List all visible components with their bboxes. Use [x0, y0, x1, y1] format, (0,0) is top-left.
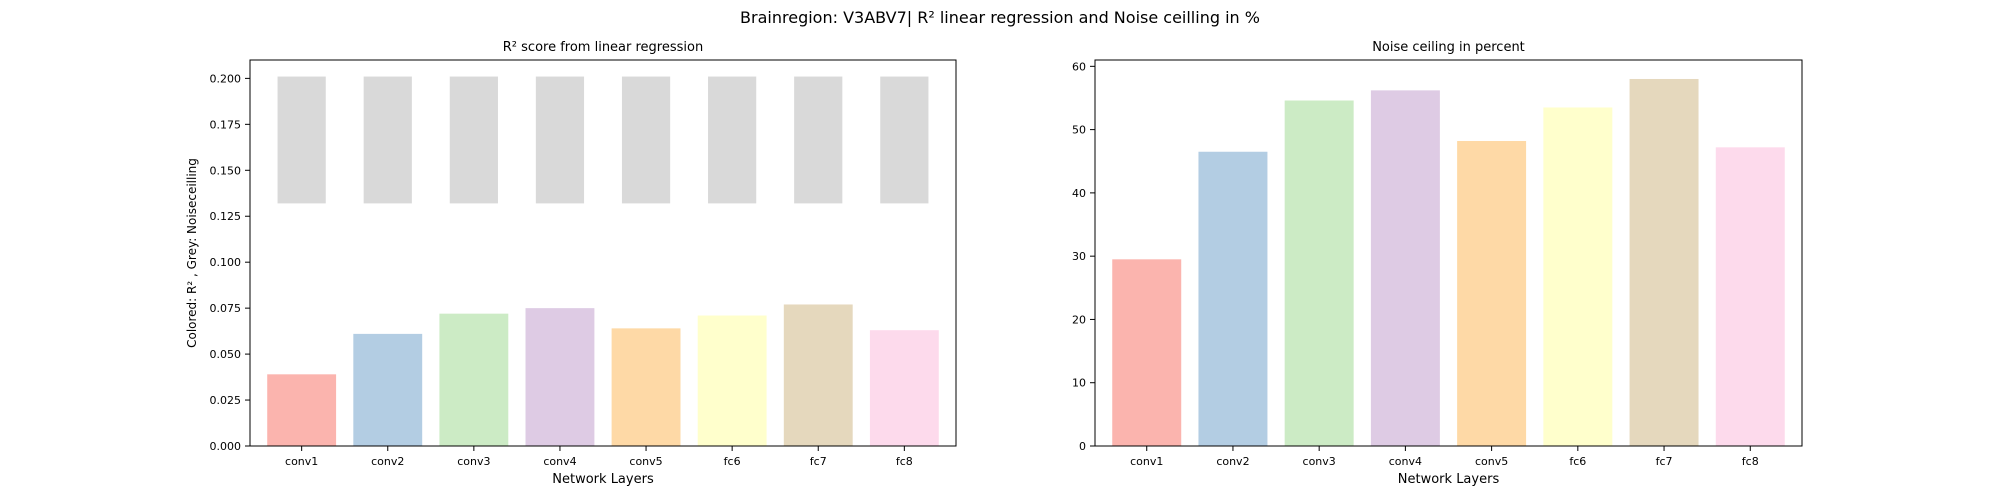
- x-tick-label-conv2: conv2: [1216, 455, 1249, 468]
- bar-fc7: [1629, 78, 1699, 446]
- x-tick-label-fc8: fc8: [896, 455, 913, 468]
- y-tick-label: 0.175: [210, 118, 242, 131]
- x-tick-label-conv1: conv1: [285, 455, 318, 468]
- x-tick-label-conv5: conv5: [629, 455, 662, 468]
- axes-frame: [1094, 59, 1803, 447]
- x-tick-label-fc7: fc7: [810, 455, 827, 468]
- y-tick-label: 30: [1072, 250, 1086, 263]
- chart-title: Noise ceiling in percent: [1372, 40, 1525, 55]
- bar-conv2: [1198, 151, 1268, 447]
- bar-conv1: [267, 374, 337, 446]
- bar-conv3: [439, 313, 509, 446]
- x-tick-label-conv1: conv1: [1130, 455, 1163, 468]
- y-tick-label: 40: [1072, 187, 1086, 200]
- noise-ceiling-bar: [708, 76, 757, 204]
- y-tick-label: 0.125: [210, 210, 242, 223]
- noise-ceiling-bar: [535, 76, 585, 204]
- r2-chart: R² score from linear regression 0.000 0.02…: [185, 40, 957, 487]
- y-tick-label: 0.100: [210, 256, 242, 269]
- x-axis-label: Network Layers: [552, 472, 654, 487]
- y-tick-label: 20: [1072, 313, 1086, 326]
- bar-fc6: [1543, 107, 1613, 446]
- y-tick-label: 10: [1072, 377, 1086, 390]
- y-axis-label: Colored: R² , Grey: Noiseceilling: [185, 158, 199, 348]
- bar-fc8: [1715, 147, 1785, 446]
- y-tick-label: 0.025: [210, 394, 242, 407]
- x-tick-label-conv2: conv2: [371, 455, 404, 468]
- bar-conv5: [611, 328, 681, 446]
- noise-ceiling-bar: [794, 76, 843, 204]
- y-tick-label: 0.075: [210, 302, 242, 315]
- x-axis-label: Network Layers: [1398, 472, 1500, 487]
- y-tick-label: 0.200: [210, 72, 242, 85]
- y-tick-label: 50: [1072, 124, 1086, 137]
- bar-conv4: [525, 308, 595, 446]
- x-tick-label-conv3: conv3: [1303, 455, 1336, 468]
- noise-ceiling-chart: Noise ceiling in percent 0 10 20 30 40 50 60 con…: [1072, 40, 1803, 487]
- noise-ceiling-bar: [449, 76, 498, 204]
- x-tick-label-fc8: fc8: [1742, 455, 1759, 468]
- x-tick-label-fc6: fc6: [1569, 455, 1586, 468]
- y-tick-label: 0.150: [210, 164, 242, 177]
- x-tick-label-conv4: conv4: [1389, 455, 1422, 468]
- noise-ceiling-bar: [277, 76, 326, 204]
- bar-fc6: [697, 315, 767, 446]
- noise-ceiling-bar: [363, 76, 412, 204]
- x-tick-label-fc7: fc7: [1656, 455, 1673, 468]
- noise-ceiling-bar: [621, 76, 671, 204]
- bar-conv1: [1112, 259, 1182, 446]
- noise-ceiling-bar: [880, 76, 929, 204]
- bar-conv5: [1457, 140, 1527, 447]
- bar-conv2: [353, 333, 423, 446]
- x-tick-label-fc6: fc6: [724, 455, 741, 468]
- x-tick-label-conv3: conv3: [457, 455, 490, 468]
- x-tick-label-conv4: conv4: [543, 455, 576, 468]
- axes-frame: [249, 59, 957, 447]
- y-tick-label: 0.050: [210, 348, 242, 361]
- chart-title: R² score from linear regression: [503, 40, 703, 55]
- bar-conv4: [1370, 90, 1440, 446]
- y-tick-label: 60: [1072, 60, 1086, 73]
- x-tick-label-conv5: conv5: [1475, 455, 1508, 468]
- figure-title: Brainregion: V3ABV7| R² linear regressio…: [740, 8, 1260, 27]
- bar-conv3: [1284, 100, 1354, 447]
- y-tick-label: 0: [1079, 440, 1086, 453]
- y-tick-label: 0.000: [210, 440, 242, 453]
- bar-fc8: [869, 330, 939, 446]
- bar-fc7: [783, 304, 853, 446]
